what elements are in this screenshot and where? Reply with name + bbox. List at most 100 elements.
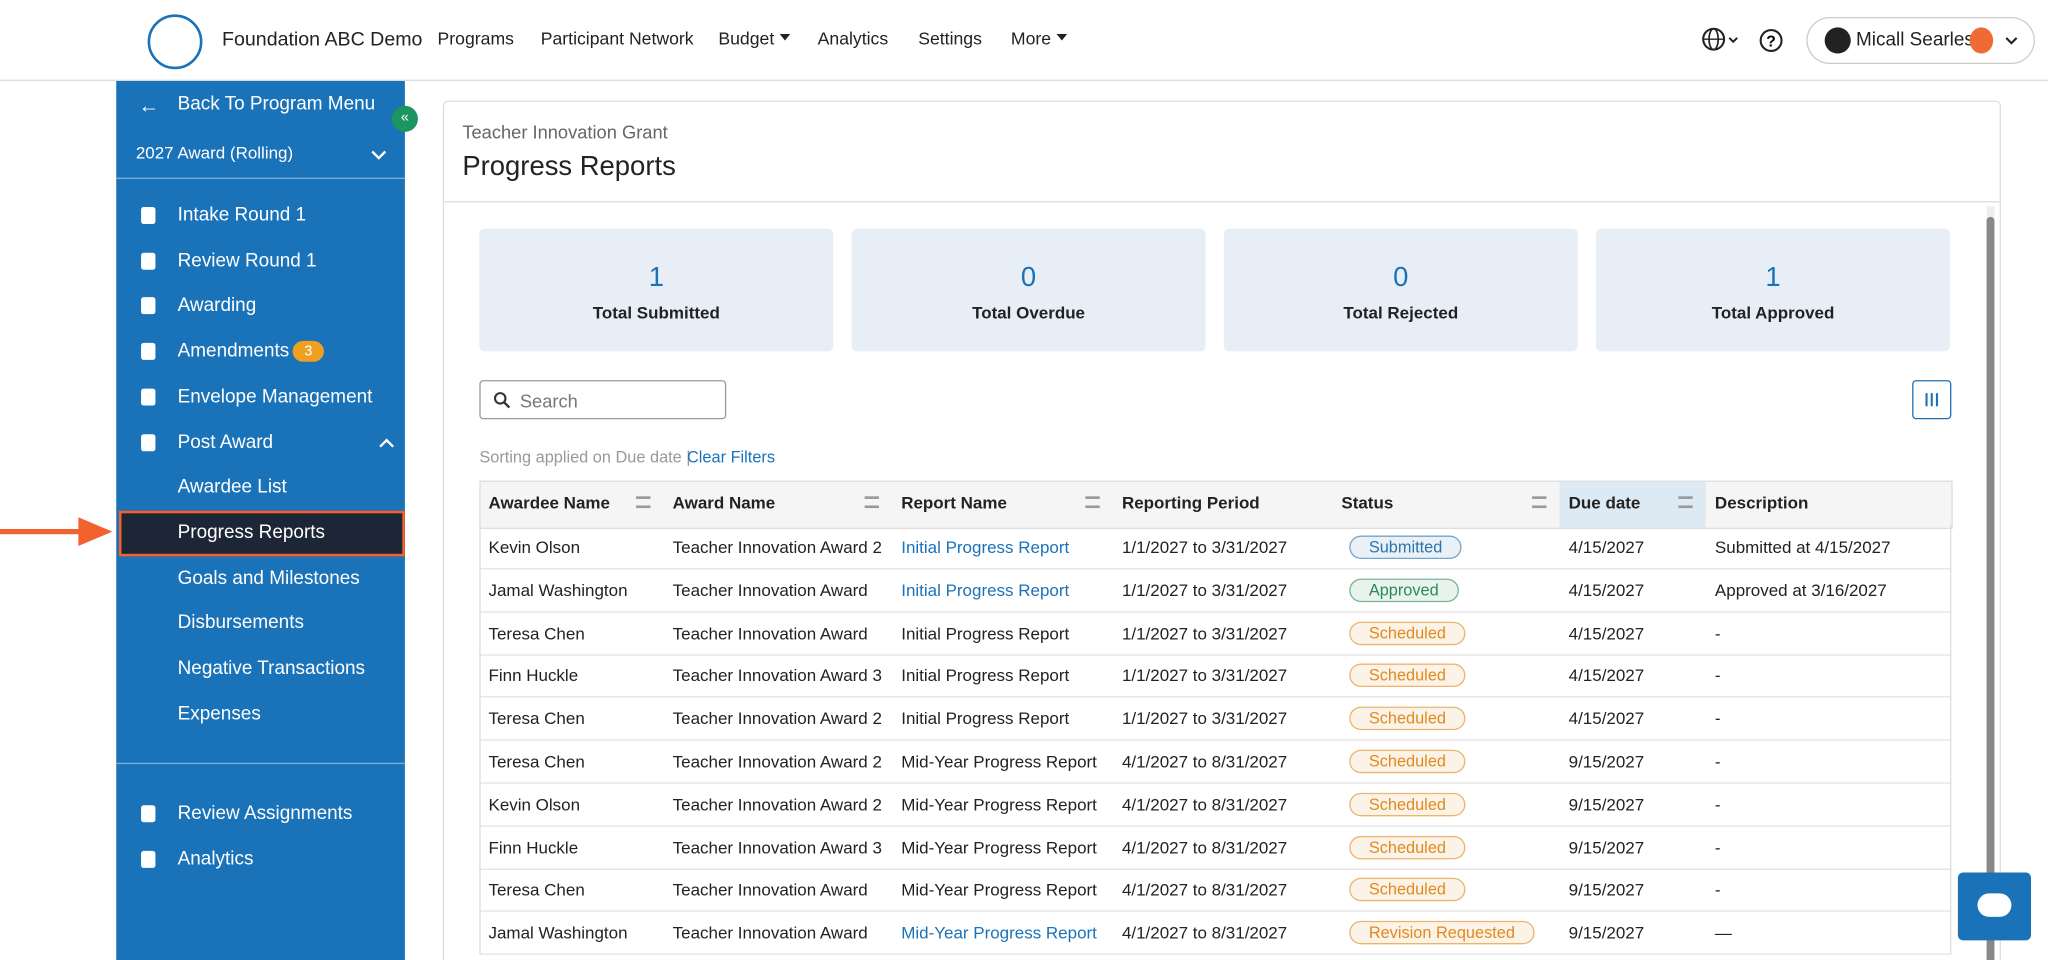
sidebar-item[interactable]: Awarding — [177, 295, 257, 317]
stat-label: Total Approved — [1711, 303, 1835, 323]
sorted-column — [1559, 481, 1706, 528]
badge: 3 — [292, 341, 325, 362]
cell: 9/15/2027 — [1568, 837, 1645, 857]
back-link[interactable]: Back To Program Menu — [177, 94, 376, 115]
pointer-arrow — [0, 517, 113, 546]
search-placeholder: Search — [519, 390, 578, 412]
nav-icon — [141, 805, 156, 823]
help-icon[interactable]: ? — [1758, 27, 1784, 53]
cell: Kevin Olson — [488, 537, 581, 558]
cell: Teacher Innovation Award 2 — [672, 794, 882, 815]
collapse-button[interactable]: « — [391, 105, 418, 132]
column-header[interactable]: Description — [1714, 493, 1809, 513]
status-badge: Scheduled — [1349, 621, 1466, 645]
cell: - — [1714, 794, 1721, 815]
cell: 4/15/2027 — [1568, 623, 1645, 643]
table-header — [479, 480, 1953, 529]
columns-button[interactable] — [1912, 380, 1952, 420]
language-icon[interactable] — [1701, 26, 1743, 52]
nav-item[interactable]: Programs — [437, 28, 514, 49]
breadcrumb[interactable]: Teacher Innovation Grant — [462, 121, 668, 143]
sidebar-item[interactable]: Envelope Management — [177, 386, 373, 408]
row-left-border — [479, 567, 481, 611]
stat-label: Total Submitted — [592, 303, 720, 323]
cell: Teresa Chen — [488, 880, 585, 900]
cell: - — [1714, 665, 1721, 686]
nav-item[interactable]: More — [1011, 29, 1067, 48]
sidebar-sub-item[interactable]: Progress Reports — [177, 522, 325, 544]
row-right-border — [1950, 782, 1952, 826]
sidebar-item[interactable]: Amendments — [177, 341, 290, 362]
column-header[interactable]: Reporting Period — [1121, 493, 1260, 513]
report-link[interactable]: Mid-Year Progress Report — [901, 923, 1097, 943]
logo[interactable] — [147, 14, 203, 70]
report-link[interactable]: Initial Progress Report — [901, 537, 1070, 558]
org-name[interactable]: Foundation ABC Demo — [222, 28, 423, 51]
filter-icon[interactable] — [1678, 496, 1693, 509]
status-badge: Scheduled — [1349, 792, 1466, 817]
row-left-border — [479, 910, 481, 954]
sidebar-item[interactable]: Review Round 1 — [177, 250, 317, 272]
user-menu[interactable]: Micall Searles — [1806, 16, 2035, 64]
row-left-border — [479, 824, 481, 869]
cell: Initial Progress Report — [901, 708, 1070, 729]
divider — [116, 762, 405, 765]
sidebar-sub-item[interactable]: Goals and Milestones — [177, 567, 360, 589]
cell: 9/15/2027 — [1568, 751, 1645, 772]
nav-item[interactable]: Participant Network — [540, 28, 694, 49]
back-arrow[interactable]: ← — [138, 95, 160, 118]
row-left-border — [479, 653, 481, 697]
nav-item[interactable]: Budget — [718, 29, 790, 48]
row-right-border — [1950, 610, 1952, 654]
row-border — [479, 739, 1952, 741]
nav-item[interactable]: Settings — [918, 28, 982, 49]
sidebar-item[interactable]: Review Assignments — [177, 803, 353, 825]
sidebar-item[interactable]: Intake Round 1 — [177, 205, 307, 226]
cell: Approved at 3/16/2027 — [1714, 580, 1887, 600]
cell: Mid-Year Progress Report — [901, 837, 1097, 857]
cell: 9/15/2027 — [1568, 794, 1645, 815]
cell: 4/1/2027 to 8/31/2027 — [1121, 923, 1288, 943]
report-link[interactable]: Initial Progress Report — [901, 580, 1070, 600]
row-left-border — [479, 525, 481, 569]
sidebar-item[interactable]: Post Award — [177, 431, 274, 453]
filter-icon[interactable] — [864, 496, 880, 509]
clear-filters[interactable]: Clear Filters — [687, 447, 776, 467]
sidebar-sub-item[interactable]: Awardee List — [177, 476, 287, 498]
cell: 9/15/2027 — [1568, 880, 1645, 900]
cell: Mid-Year Progress Report — [901, 751, 1097, 772]
filter-icon[interactable] — [1085, 496, 1100, 509]
nav-icon — [141, 207, 156, 224]
cell: 1/1/2027 to 3/31/2027 — [1121, 708, 1288, 729]
nav-item[interactable]: Analytics — [817, 28, 889, 49]
column-header[interactable]: Due date — [1568, 493, 1641, 513]
row-border — [479, 568, 1952, 570]
cell: Teacher Innovation Award 3 — [672, 837, 882, 857]
filter-icon[interactable] — [1532, 496, 1547, 509]
row-left-border — [479, 610, 481, 654]
column-header[interactable]: Status — [1341, 493, 1394, 513]
sidebar-sub-item[interactable]: Expenses — [177, 703, 261, 725]
column-header[interactable]: Award Name — [672, 493, 776, 513]
status-badge: Scheduled — [1349, 706, 1466, 731]
column-header[interactable]: Awardee Name — [488, 493, 610, 513]
row-border — [479, 910, 1952, 913]
cell: 4/15/2027 — [1568, 537, 1645, 558]
search-box[interactable]: Search — [479, 380, 727, 420]
sidebar-item[interactable]: Analytics — [177, 848, 254, 870]
award-select[interactable]: 2027 Award (Rolling) — [135, 143, 294, 163]
cell: Mid-Year Progress Report — [901, 794, 1097, 815]
divider — [444, 201, 2000, 203]
nav-icon — [141, 342, 156, 360]
row-border — [479, 696, 1952, 698]
chat-button[interactable] — [1957, 872, 2032, 941]
filter-icon[interactable] — [636, 496, 651, 509]
sidebar-sub-item[interactable]: Disbursements — [177, 612, 304, 634]
status-badge: Scheduled — [1349, 835, 1466, 859]
cell: Teacher Innovation Award — [672, 580, 868, 600]
cell: - — [1714, 708, 1721, 729]
sidebar-sub-item[interactable]: Negative Transactions — [177, 658, 366, 680]
column-header[interactable]: Report Name — [901, 493, 1007, 513]
row-border — [479, 868, 1952, 870]
cell: Teresa Chen — [488, 623, 585, 643]
